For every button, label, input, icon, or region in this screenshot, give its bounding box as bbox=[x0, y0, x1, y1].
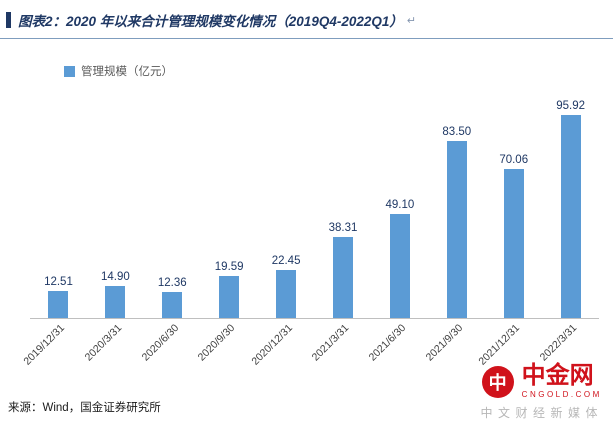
paragraph-return-mark: ↵ bbox=[406, 14, 417, 27]
bar-value-label: 83.50 bbox=[442, 125, 472, 138]
bar bbox=[276, 270, 297, 318]
bar bbox=[48, 291, 69, 318]
bar-value-label: 14.90 bbox=[100, 271, 130, 284]
bar-column: 83.50 2021/9/30 bbox=[424, 81, 485, 364]
bar-column: 22.45 2020/12/31 bbox=[249, 81, 315, 367]
source-note: 来源：Wind，国金证券研究所 bbox=[8, 402, 161, 414]
chart-legend: 管理规模（亿元） bbox=[64, 63, 613, 79]
bar-column: 95.92 2022/3/31 bbox=[538, 81, 599, 364]
bar-column: 12.36 2020/6/30 bbox=[139, 81, 201, 364]
bar-value-label: 95.92 bbox=[556, 99, 585, 112]
bar-value-label: 12.51 bbox=[44, 276, 73, 289]
legend-swatch-icon bbox=[64, 65, 75, 77]
watermark-tagline: 中文财经新媒体 bbox=[480, 406, 603, 420]
bar bbox=[389, 213, 410, 318]
x-axis-label: 2020/12/31 bbox=[248, 322, 295, 368]
x-axis-label: 2021/12/31 bbox=[476, 322, 523, 368]
x-axis-label: 2020/6/30 bbox=[139, 322, 181, 364]
legend-label: 管理规模（亿元） bbox=[81, 66, 173, 78]
bar bbox=[162, 291, 183, 318]
bar bbox=[446, 140, 467, 318]
bar-column: 12.51 2019/12/31 bbox=[21, 81, 87, 367]
x-axis-label: 2021/3/31 bbox=[309, 322, 352, 364]
x-axis-label: 2020/3/31 bbox=[82, 322, 124, 364]
watermark-domain: CNGOLD.COM bbox=[521, 390, 602, 399]
bar bbox=[503, 169, 524, 318]
bar bbox=[105, 286, 126, 318]
bar-column: 19.59 2020/9/30 bbox=[196, 81, 258, 363]
bar-column: 38.31 2021/3/31 bbox=[310, 81, 372, 364]
bar-chart: 12.51 2019/12/31 14.90 2020/3/31 12.36 2020/6… bbox=[21, 81, 599, 368]
x-axis-label: 2021/6/30 bbox=[366, 322, 409, 364]
bar-value-label: 19.59 bbox=[214, 261, 244, 274]
watermark-text: 中金网 CNGOLD.COM bbox=[522, 364, 602, 399]
bar-column: 14.90 2020/3/31 bbox=[82, 81, 144, 363]
cngold-logo-icon: 中 bbox=[481, 365, 514, 398]
bar-value-label: 12.36 bbox=[157, 276, 187, 289]
bar-value-label: 38.31 bbox=[328, 221, 358, 234]
bar-column: 49.10 2021/6/30 bbox=[367, 81, 428, 364]
x-axis-label: 2021/9/30 bbox=[423, 322, 466, 364]
bar-value-label: 70.06 bbox=[499, 154, 529, 167]
watermark-brand: 中金网 bbox=[521, 363, 594, 389]
bar-value-label: 22.45 bbox=[271, 255, 301, 268]
x-axis-label: 2022/3/31 bbox=[537, 322, 580, 364]
x-axis-label: 2020/9/30 bbox=[196, 322, 238, 364]
title-accent-bar bbox=[6, 12, 11, 28]
bar-column: 70.06 2021/12/31 bbox=[477, 81, 542, 367]
figure-title: 图表2：2020 年以来合计管理规模变化情况（2019Q4-2022Q1） bbox=[18, 14, 403, 29]
x-axis-label: 2019/12/31 bbox=[21, 322, 67, 368]
bar bbox=[219, 276, 240, 318]
figure-header: 图表2：2020 年以来合计管理规模变化情况（2019Q4-2022Q1） ↵ bbox=[0, 0, 613, 39]
cngold-watermark: 中 中金网 CNGOLD.COM 中文财经新媒体 bbox=[480, 364, 603, 421]
bar bbox=[560, 114, 581, 318]
bar-value-label: 49.10 bbox=[385, 198, 415, 211]
watermark-row: 中 中金网 CNGOLD.COM bbox=[480, 364, 603, 399]
bar bbox=[332, 236, 353, 318]
